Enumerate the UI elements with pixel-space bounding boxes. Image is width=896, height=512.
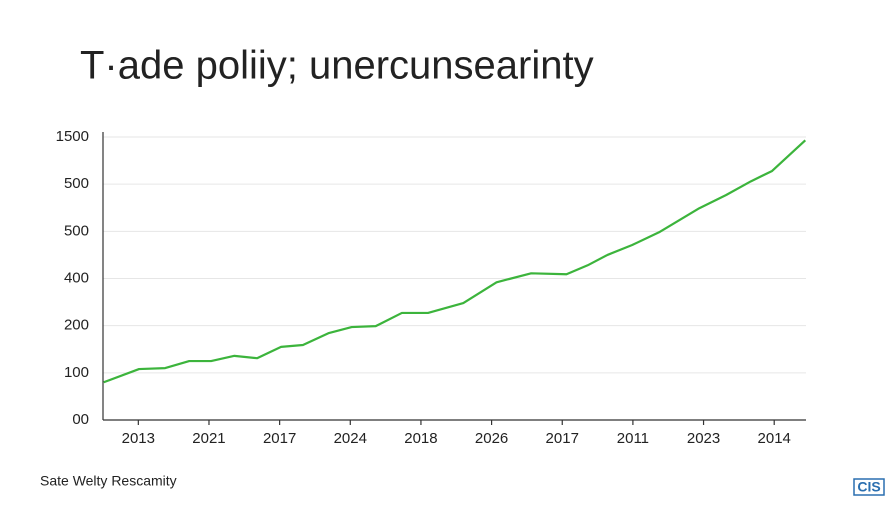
x-tick-label: 2014 xyxy=(758,430,791,447)
y-tick-label: 200 xyxy=(64,317,89,334)
y-tick-label: 500 xyxy=(64,222,89,239)
x-tick-label: 2011 xyxy=(617,430,649,447)
source: Sate Welty Rescamity xyxy=(40,473,177,489)
y-tick-label: 1500 xyxy=(56,128,89,145)
x-tick-label: 2026 xyxy=(475,430,508,447)
y-tick-label: 400 xyxy=(64,269,89,286)
y-tick-label: 100 xyxy=(64,364,89,381)
x-tick-label: 2013 xyxy=(122,430,155,447)
x-tick-label: 2023 xyxy=(687,430,720,447)
x-tick-label: 2017 xyxy=(546,430,579,447)
x-tick-label: 2018 xyxy=(404,430,437,447)
x-tick-label: 2017 xyxy=(263,430,296,447)
chart-title: T·ade poliiy; unercunsearinty xyxy=(80,44,594,88)
x-tick-label: 2024 xyxy=(334,430,367,447)
logo-box xyxy=(853,478,885,496)
line xyxy=(103,139,807,384)
y-tick-label: 00 xyxy=(72,411,89,428)
y-tick-label: 500 xyxy=(64,175,89,192)
x-tick-label: 2021 xyxy=(192,430,225,447)
logo: CIS xyxy=(857,479,880,495)
